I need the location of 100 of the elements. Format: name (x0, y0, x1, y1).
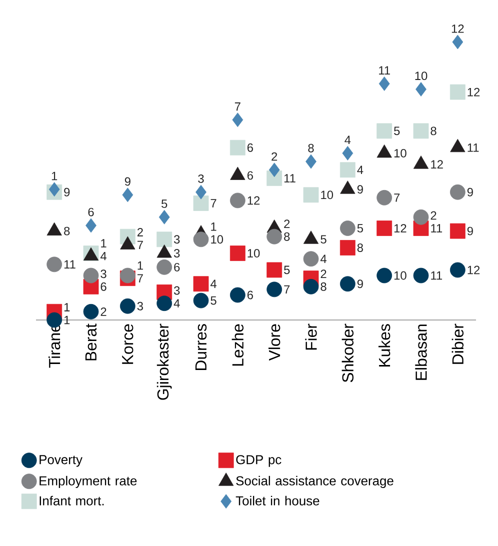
point (83, 268, 99, 284)
annotation: 10 (394, 148, 406, 158)
point (303, 278, 319, 294)
annotation: 8 (357, 243, 363, 252)
legend-label: Social assistance coverage (236, 476, 394, 488)
point (452, 34, 464, 50)
annotation: 7 (210, 199, 216, 208)
x-tick-label: Vlore (268, 324, 280, 361)
annotation: 11 (284, 174, 296, 182)
annotation: 9 (64, 188, 70, 196)
point (193, 196, 209, 211)
point (193, 232, 209, 248)
annotation: 4 (357, 166, 364, 174)
point (193, 292, 209, 308)
annotation: 5 (161, 200, 168, 208)
point (122, 188, 134, 202)
annotation: 3 (174, 235, 180, 244)
point (378, 76, 390, 91)
point (450, 84, 466, 100)
point (303, 187, 319, 203)
annotation: 4 (320, 254, 326, 263)
annotation: 7 (234, 102, 240, 111)
annotation: 9 (357, 280, 363, 288)
annotation: 7 (394, 194, 400, 202)
annotation: 5 (210, 296, 216, 305)
annotation: 5 (357, 224, 364, 232)
point (156, 259, 172, 275)
point (416, 82, 426, 96)
point (376, 220, 392, 236)
point (120, 298, 136, 314)
x-tick-label: Lezhe (232, 324, 244, 366)
point (196, 184, 206, 200)
annotation: 8 (320, 282, 326, 291)
point (340, 220, 356, 236)
annotation: 11 (379, 66, 390, 74)
legend-label: Infant mort. (40, 496, 104, 506)
annotation: 1 (52, 172, 58, 180)
point (158, 210, 170, 224)
point (413, 209, 429, 225)
point (450, 262, 466, 278)
annotation: 8 (64, 226, 70, 236)
point (193, 276, 209, 292)
legend-label: Poverty (40, 455, 82, 467)
point (266, 282, 282, 298)
annotation: 6 (100, 282, 106, 291)
annotation: 12 (431, 160, 443, 168)
x-tick-label: Elbasan (415, 324, 427, 380)
annotation: 7 (137, 240, 143, 250)
annotation: 10 (415, 72, 428, 80)
legend-label: Employment rate (40, 476, 137, 488)
point (266, 228, 282, 244)
point (340, 240, 356, 256)
point (340, 162, 356, 178)
annotation: 6 (247, 143, 253, 152)
point (48, 182, 60, 197)
annotation: 3 (100, 270, 106, 278)
annotation: 12 (468, 266, 480, 274)
annotation: 10 (211, 235, 224, 244)
annotation: 12 (394, 224, 406, 232)
annotation: 12 (468, 88, 480, 96)
annotation: 6 (88, 208, 94, 216)
annotation: 2 (320, 270, 326, 278)
annotation: 5 (284, 266, 290, 274)
annotation: 3 (137, 302, 143, 310)
point (268, 162, 280, 178)
annotation: 1 (101, 239, 106, 248)
point (46, 256, 62, 272)
annotation: 6 (247, 290, 253, 300)
annotation: 9 (467, 188, 473, 196)
point (232, 112, 244, 128)
annotation: 4 (100, 252, 106, 260)
annotation: 7 (284, 285, 290, 294)
point (376, 123, 392, 139)
point (413, 123, 429, 139)
point (120, 268, 136, 284)
point (376, 268, 392, 284)
point (230, 287, 246, 303)
annotation: 1 (211, 222, 216, 231)
point (230, 140, 246, 156)
x-tick-label: Korce (122, 324, 134, 364)
annotation: 2 (100, 307, 106, 316)
annotation: 1 (138, 261, 143, 270)
annotation: 3 (174, 249, 180, 258)
annotation: 11 (468, 144, 479, 152)
annotation: 4 (174, 299, 180, 308)
point (266, 262, 282, 278)
annotation: 5 (320, 235, 326, 244)
legend-label: Toilet in house (236, 496, 320, 506)
annotation: 10 (321, 190, 334, 200)
legend-label: GDP pc (236, 455, 282, 467)
annotation: 2 (272, 152, 278, 161)
annotation: 1 (64, 316, 70, 324)
annotation: 2 (284, 220, 290, 228)
annotation: 5 (394, 126, 400, 136)
point (342, 146, 354, 160)
point (230, 246, 246, 261)
annotation: 3 (174, 286, 180, 295)
x-tick-label: Gjirokaster (156, 324, 172, 400)
annotation: 6 (247, 171, 253, 180)
point (303, 251, 319, 267)
